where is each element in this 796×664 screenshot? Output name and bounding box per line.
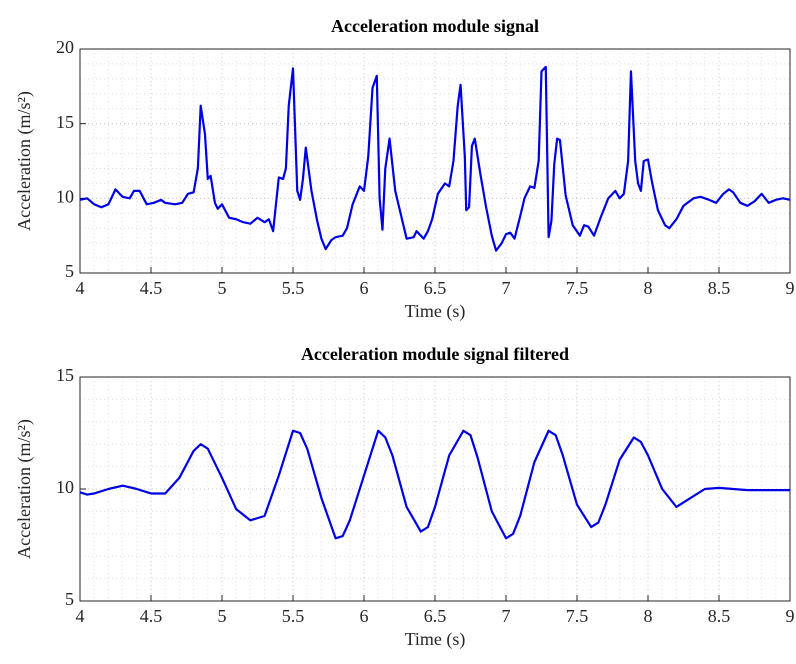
y-axis-label: Acceleration (m/s²) (14, 419, 35, 559)
x-axis-label: Time (s) (405, 301, 466, 322)
x-tick-label: 5.5 (282, 278, 305, 298)
x-tick-label: 7.5 (566, 606, 589, 626)
data-line (79, 429, 790, 540)
x-tick-label: 9 (786, 606, 795, 626)
x-tick-label: 4 (76, 278, 85, 298)
x-tick-label: 6.5 (424, 606, 447, 626)
axes-frame (79, 376, 791, 602)
x-tick-label: 5 (218, 278, 227, 298)
x-tick-label: 4.5 (140, 278, 163, 298)
x-tick-label: 6.5 (424, 278, 447, 298)
y-tick-label: 10 (56, 186, 74, 206)
x-tick-label: 7.5 (566, 278, 589, 298)
x-tick-label: 7 (502, 278, 511, 298)
x-tick-label: 5 (218, 606, 227, 626)
y-tick-label: 10 (56, 477, 74, 497)
x-tick-label: 8.5 (708, 606, 731, 626)
axes-frame (79, 48, 791, 274)
x-axis-label: Time (s) (405, 629, 466, 650)
x-tick-label: 8 (644, 278, 653, 298)
x-tick-label: 8 (644, 606, 653, 626)
y-tick-label: 20 (56, 37, 74, 57)
x-tick-label: 4 (76, 606, 85, 626)
y-tick-label: 15 (56, 365, 74, 385)
x-tick-label: 7 (502, 606, 511, 626)
x-tick-label: 8.5 (708, 278, 731, 298)
chart-title: Acceleration module signal (331, 16, 539, 36)
x-tick-label: 5.5 (282, 606, 305, 626)
x-tick-label: 4.5 (140, 606, 163, 626)
y-axis-label: Acceleration (m/s²) (14, 91, 35, 231)
y-tick-label: 15 (56, 112, 74, 132)
y-tick-label: 5 (65, 589, 74, 609)
chart-title: Acceleration module signal filtered (301, 344, 569, 364)
x-tick-label: 9 (786, 278, 795, 298)
y-tick-label: 5 (65, 261, 74, 281)
data-line (79, 65, 791, 252)
x-tick-label: 6 (360, 606, 369, 626)
x-tick-label: 6 (360, 278, 369, 298)
